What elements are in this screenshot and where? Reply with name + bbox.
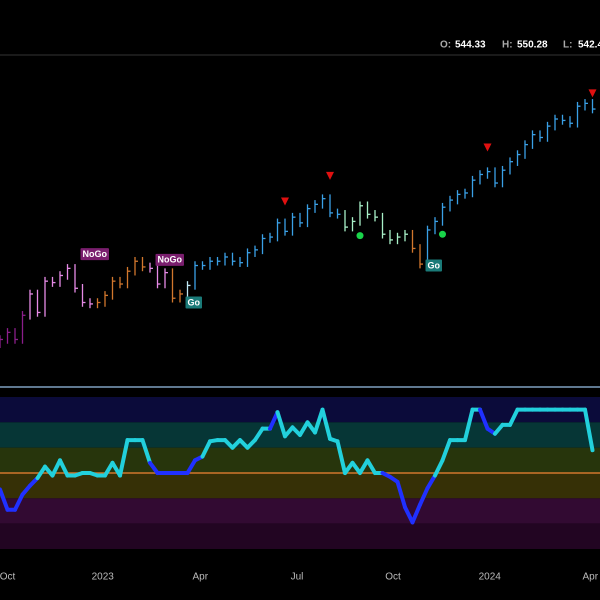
oscillator-segment	[50, 458, 62, 478]
annotation: Go	[185, 296, 202, 309]
oscillator-segment	[508, 407, 520, 427]
oscillator-segment	[403, 505, 415, 525]
oscillator-segment	[13, 492, 25, 512]
oscillator-segment	[358, 458, 370, 475]
oscillator-segment	[343, 460, 355, 475]
annotation-label: NoGo	[83, 249, 108, 259]
signal-dot	[439, 230, 446, 238]
band	[0, 397, 600, 423]
oscillator-segment	[395, 479, 407, 510]
annotation-box	[155, 253, 184, 266]
oscillator-segment	[425, 473, 437, 491]
oscillator-segment	[440, 438, 452, 463]
signal-triangle	[281, 197, 289, 206]
x-tick-label: Apr	[582, 572, 598, 583]
signal-triangle	[483, 143, 492, 152]
annotation-box	[185, 296, 202, 309]
oscillator-segment	[433, 458, 445, 478]
annotation-box	[425, 259, 442, 272]
signal-triangle	[326, 171, 334, 180]
band	[0, 473, 600, 499]
oscillator-segment	[335, 439, 347, 475]
oscillator-segment	[275, 410, 287, 439]
band	[0, 523, 600, 549]
signal-dot	[356, 232, 364, 240]
oscillator-segment	[148, 460, 160, 475]
oscillator-segment	[418, 486, 430, 507]
annotation-box	[80, 248, 109, 261]
header-label: O:	[440, 40, 451, 51]
oscillator-segment	[103, 460, 115, 478]
annotation-label: Go	[188, 297, 201, 307]
oscillator-segment	[200, 439, 212, 459]
oscillator-segment	[583, 407, 595, 453]
annotation: Go	[425, 259, 442, 272]
annotation-label: NoGo	[158, 255, 183, 265]
x-tick-label: Oct	[0, 572, 15, 583]
ohlc-header: O: 544.33 H: 550.28 L: 542.4	[440, 40, 600, 51]
annotation: NoGo	[80, 248, 109, 261]
header-label: L:	[563, 40, 572, 51]
annotation-label: Go	[428, 260, 441, 270]
header-label: H:	[502, 40, 513, 51]
x-tick-label: Oct	[385, 572, 401, 583]
oscillator-segment	[320, 407, 332, 441]
oscillator-segment	[268, 410, 280, 431]
x-tick-label: 2023	[92, 572, 115, 583]
oscillator-segment	[478, 407, 490, 431]
x-tick-label: 2024	[479, 572, 502, 583]
oscillator-segment	[410, 502, 422, 525]
oscillator-segment	[313, 407, 325, 435]
oscillator-segment	[0, 487, 10, 512]
oscillator-segment	[185, 458, 197, 475]
oscillator-segment	[298, 420, 310, 437]
oscillator-segment	[118, 438, 130, 478]
oscillator-segment	[365, 458, 377, 475]
oscillator-segment	[58, 458, 70, 478]
signal-triangle	[588, 89, 597, 98]
header-value: 550.28	[517, 40, 548, 51]
annotation: NoGo	[155, 253, 184, 266]
band	[0, 447, 600, 473]
oscillator-segment	[140, 438, 152, 465]
band	[0, 498, 600, 524]
oscillator-segment	[253, 426, 265, 443]
oscillator-segment	[35, 464, 47, 481]
header-value: 544.33	[455, 40, 486, 51]
x-tick-label: Jul	[291, 572, 304, 583]
oscillator-segment	[463, 407, 475, 443]
header-value: 542.4	[578, 40, 600, 51]
x-tick-label: Apr	[192, 572, 208, 583]
